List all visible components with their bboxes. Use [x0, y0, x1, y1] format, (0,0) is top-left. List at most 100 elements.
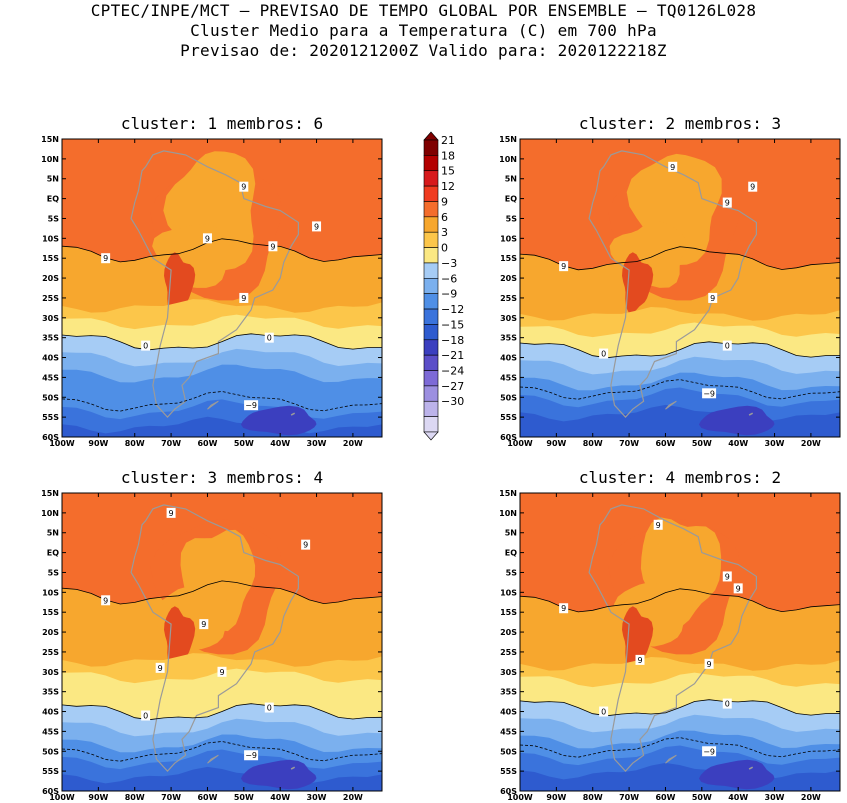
colorbar-label: 15	[441, 165, 455, 178]
lat-tick-label: 35S	[500, 334, 517, 343]
label-9-3: 9	[725, 199, 730, 208]
label-0-west-bg	[599, 706, 609, 717]
lat-tick-label: 45S	[500, 727, 517, 736]
lat-tick-label: 5N	[47, 529, 59, 538]
lat-tick-label: 5N	[505, 175, 517, 184]
label-9-west: 9	[103, 254, 108, 263]
label-9-west-bg	[559, 603, 569, 614]
andes-warm-spot	[622, 252, 654, 314]
label-9-west-bg	[101, 595, 111, 606]
lat-tick-label: 5S	[48, 568, 60, 577]
label-9-3: 9	[725, 572, 730, 581]
label-9-2-bg	[202, 233, 212, 244]
header-line-1: CPTEC/INPE/MCT – PREVISAO DE TEMPO GLOBA…	[90, 1, 757, 20]
contour-minus9	[519, 737, 841, 758]
label-9-west: 9	[561, 604, 566, 613]
band-minus15-to-minus18	[241, 759, 317, 790]
lon-tick-label: 50W	[234, 793, 254, 802]
lat-tick-label: 5N	[47, 175, 59, 184]
label-9-3-bg	[722, 571, 732, 582]
label-0: 0	[725, 700, 730, 709]
label-0-west-bg	[141, 340, 151, 351]
lon-tick-label: 90W	[88, 439, 108, 448]
colorbar-bottom-arrow	[423, 431, 439, 441]
colorbar-swatch	[423, 201, 439, 218]
lon-tick-label: 70W	[161, 793, 181, 802]
south-georgia	[748, 766, 754, 770]
colorbar-swatch	[423, 400, 439, 417]
colorbar-swatch	[423, 385, 439, 402]
colorbar-swatch	[423, 308, 439, 325]
contour-0	[61, 333, 383, 351]
lon-tick-label: 40W	[270, 793, 290, 802]
colorbar-label: 6	[441, 211, 448, 224]
colorbar-swatch	[423, 370, 439, 387]
colorbar-swatch	[423, 354, 439, 371]
contour-0	[61, 703, 383, 721]
lat-tick-label: 40S	[500, 354, 517, 363]
lat-tick-label: 5S	[48, 214, 60, 223]
lat-tick-label: 10S	[42, 234, 59, 243]
label-9-0-bg	[166, 507, 176, 518]
colorbar-swatch	[423, 139, 439, 156]
lat-tick-label: 55S	[42, 413, 59, 422]
lon-tick-label: 100W	[49, 439, 75, 448]
label-minus9: −9	[703, 747, 715, 756]
label-9-2-bg	[635, 654, 645, 665]
label-9-1-bg	[748, 181, 758, 192]
inner-cool-blob	[150, 585, 228, 650]
lat-tick-label: 45S	[42, 373, 59, 382]
lon-tick-label: 80W	[125, 439, 145, 448]
lat-tick-label: EQ	[505, 195, 517, 204]
lat-tick-label: 25S	[500, 648, 517, 657]
lon-tick-label: 50W	[234, 439, 254, 448]
lat-tick-label: 35S	[42, 688, 59, 697]
lat-tick-label: 15S	[500, 254, 517, 263]
lat-tick-label: 50S	[500, 393, 517, 402]
band-minus12-to-minus15	[62, 416, 382, 437]
lat-tick-label: 50S	[42, 747, 59, 756]
lat-tick-label: 25S	[42, 648, 59, 657]
label-9-west: 9	[561, 262, 566, 271]
colorbar-swatch	[423, 293, 439, 310]
lat-tick-label: 50S	[500, 747, 517, 756]
label-0-bg	[264, 702, 274, 713]
contour-minus9	[519, 379, 841, 400]
contour-9	[519, 588, 841, 613]
lon-tick-label: 20W	[343, 793, 363, 802]
label-9-1: 9	[303, 541, 308, 550]
map-panel-1: 0 0 −9 9 9 9 9 9 9 15N 10N 5N EQ 5S 10S 15S 20S 25S 30S 35S…	[41, 135, 383, 448]
lat-tick-label: 30S	[500, 668, 517, 677]
colorbar-swatch	[423, 155, 439, 172]
colorbar-label: −18	[441, 334, 464, 347]
lon-tick-label: 80W	[583, 793, 603, 802]
lon-tick-label: 60W	[197, 439, 217, 448]
colorbar-label: 9	[441, 195, 448, 208]
lat-tick-label: 20S	[500, 628, 517, 637]
lon-tick-label: 40W	[270, 439, 290, 448]
coastline	[588, 150, 757, 418]
colorbar-label: −12	[441, 303, 464, 316]
label-0: 0	[725, 342, 730, 351]
label-0-bg	[722, 340, 732, 351]
lat-tick-label: 10N	[41, 155, 59, 164]
lat-tick-label: 20S	[42, 628, 59, 637]
lat-tick-label: 10S	[42, 588, 59, 597]
lon-tick-label: 50W	[692, 793, 712, 802]
lon-tick-label: 60W	[655, 793, 675, 802]
map-panel-3: 0 0 −9 9 9 9 9 9 9 15N 10N 5N EQ 5S 10S 15S 20S 25S 30S 35S…	[41, 489, 383, 802]
lon-tick-label: 70W	[161, 439, 181, 448]
label-9-1-bg	[312, 221, 322, 232]
lat-tick-label: 45S	[500, 373, 517, 382]
lon-tick-label: 70W	[619, 793, 639, 802]
lat-tick-label: 25S	[42, 294, 59, 303]
lat-tick-label: 55S	[42, 767, 59, 776]
lon-tick-label: 70W	[619, 439, 639, 448]
contour-0	[519, 341, 841, 359]
lat-tick-label: EQ	[47, 549, 59, 558]
colorbar-swatch	[423, 324, 439, 341]
contour-minus9	[61, 741, 383, 762]
label-9-0-bg	[668, 161, 678, 172]
